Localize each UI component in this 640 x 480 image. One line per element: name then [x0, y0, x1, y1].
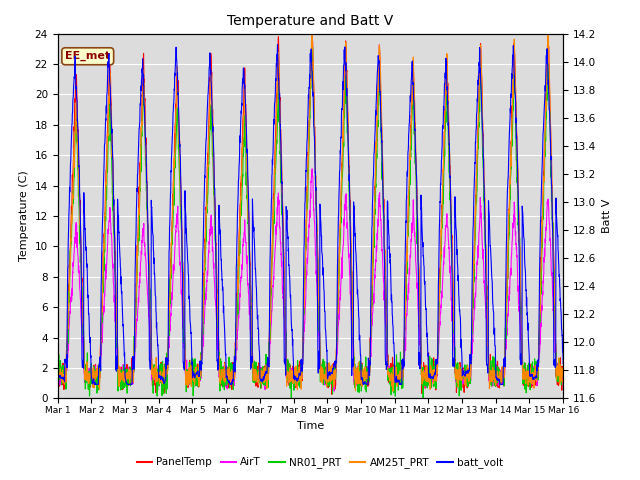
PanelTemp — [559, 380, 567, 385]
AirT — [458, 370, 465, 375]
NR01_PRT — [515, 236, 523, 241]
AM25T_PRT — [195, 361, 202, 367]
Line: batt_volt: batt_volt — [58, 45, 563, 384]
NR01_PRT — [287, 396, 295, 401]
PanelTemp — [529, 371, 536, 377]
batt_volt — [458, 344, 465, 349]
batt_volt — [529, 376, 537, 382]
NR01_PRT — [325, 380, 333, 386]
AM25T_PRT — [54, 369, 61, 374]
AM25T_PRT — [515, 219, 523, 225]
NR01_PRT — [195, 368, 202, 373]
AirT — [195, 374, 202, 380]
AM25T_PRT — [529, 377, 537, 383]
PanelTemp — [328, 391, 335, 397]
Line: AM25T_PRT: AM25T_PRT — [58, 34, 563, 391]
batt_volt — [325, 370, 333, 376]
AirT — [336, 297, 344, 303]
Title: Temperature and Batt V: Temperature and Batt V — [227, 14, 394, 28]
X-axis label: Time: Time — [297, 420, 324, 431]
batt_volt — [90, 382, 98, 387]
batt_volt — [515, 231, 523, 237]
AirT — [529, 374, 537, 380]
batt_volt — [559, 361, 567, 367]
NR01_PRT — [336, 239, 344, 245]
batt_volt — [336, 159, 344, 165]
batt_volt — [195, 373, 203, 379]
Y-axis label: Batt V: Batt V — [602, 199, 612, 233]
Line: AirT: AirT — [58, 169, 563, 391]
PanelTemp — [336, 236, 344, 242]
NR01_PRT — [308, 36, 316, 42]
NR01_PRT — [54, 376, 61, 382]
batt_volt — [274, 42, 282, 48]
AM25T_PRT — [458, 367, 465, 373]
AM25T_PRT — [308, 31, 316, 36]
AirT — [330, 388, 338, 394]
AM25T_PRT — [325, 369, 333, 374]
AM25T_PRT — [336, 230, 344, 236]
AirT — [54, 368, 61, 374]
batt_volt — [54, 375, 61, 381]
PanelTemp — [195, 384, 202, 390]
NR01_PRT — [458, 374, 465, 380]
PanelTemp — [457, 375, 465, 381]
PanelTemp — [324, 382, 332, 388]
PanelTemp — [515, 207, 522, 213]
PanelTemp — [544, 31, 552, 36]
Legend: PanelTemp, AirT, NR01_PRT, AM25T_PRT, batt_volt: PanelTemp, AirT, NR01_PRT, AM25T_PRT, ba… — [132, 453, 508, 472]
AirT — [308, 166, 316, 172]
AirT — [325, 371, 333, 376]
NR01_PRT — [559, 374, 567, 380]
NR01_PRT — [529, 372, 537, 377]
AirT — [559, 368, 567, 374]
PanelTemp — [54, 362, 61, 368]
Text: EE_met: EE_met — [65, 51, 110, 61]
AirT — [515, 308, 523, 314]
AM25T_PRT — [559, 378, 567, 384]
AM25T_PRT — [389, 388, 397, 394]
Line: PanelTemp: PanelTemp — [58, 34, 563, 394]
Y-axis label: Temperature (C): Temperature (C) — [19, 170, 29, 262]
Line: NR01_PRT: NR01_PRT — [58, 39, 563, 398]
